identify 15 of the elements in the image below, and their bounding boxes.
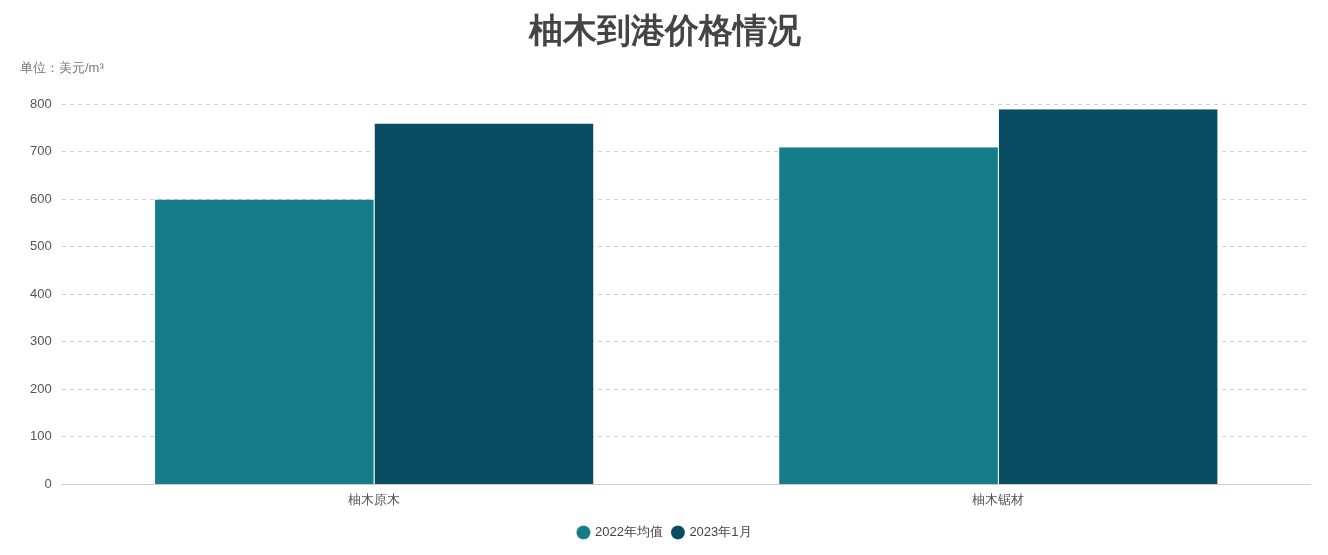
x-tick-label: 柚木锯材 (971, 491, 1024, 507)
chart-subtitle: 单位：美元/m³ (20, 60, 105, 76)
y-tick-label: 700 (29, 143, 52, 159)
x-tick-label: 柚木原木 (347, 491, 400, 507)
y-tick-label: 400 (29, 285, 52, 301)
y-tick-label: 600 (29, 190, 52, 206)
y-tick-label: 500 (29, 238, 52, 254)
y-tick-label: 0 (44, 475, 52, 491)
y-tick-label: 800 (29, 95, 52, 111)
legend-label: 2023年1月 (689, 524, 752, 540)
chart-title: 柚木到港价格情况 (528, 10, 802, 49)
y-tick-label: 100 (29, 428, 52, 444)
y-tick-label: 200 (29, 380, 52, 396)
legend-label: 2022年均值 (594, 524, 663, 540)
y-tick-label: 300 (29, 333, 52, 349)
